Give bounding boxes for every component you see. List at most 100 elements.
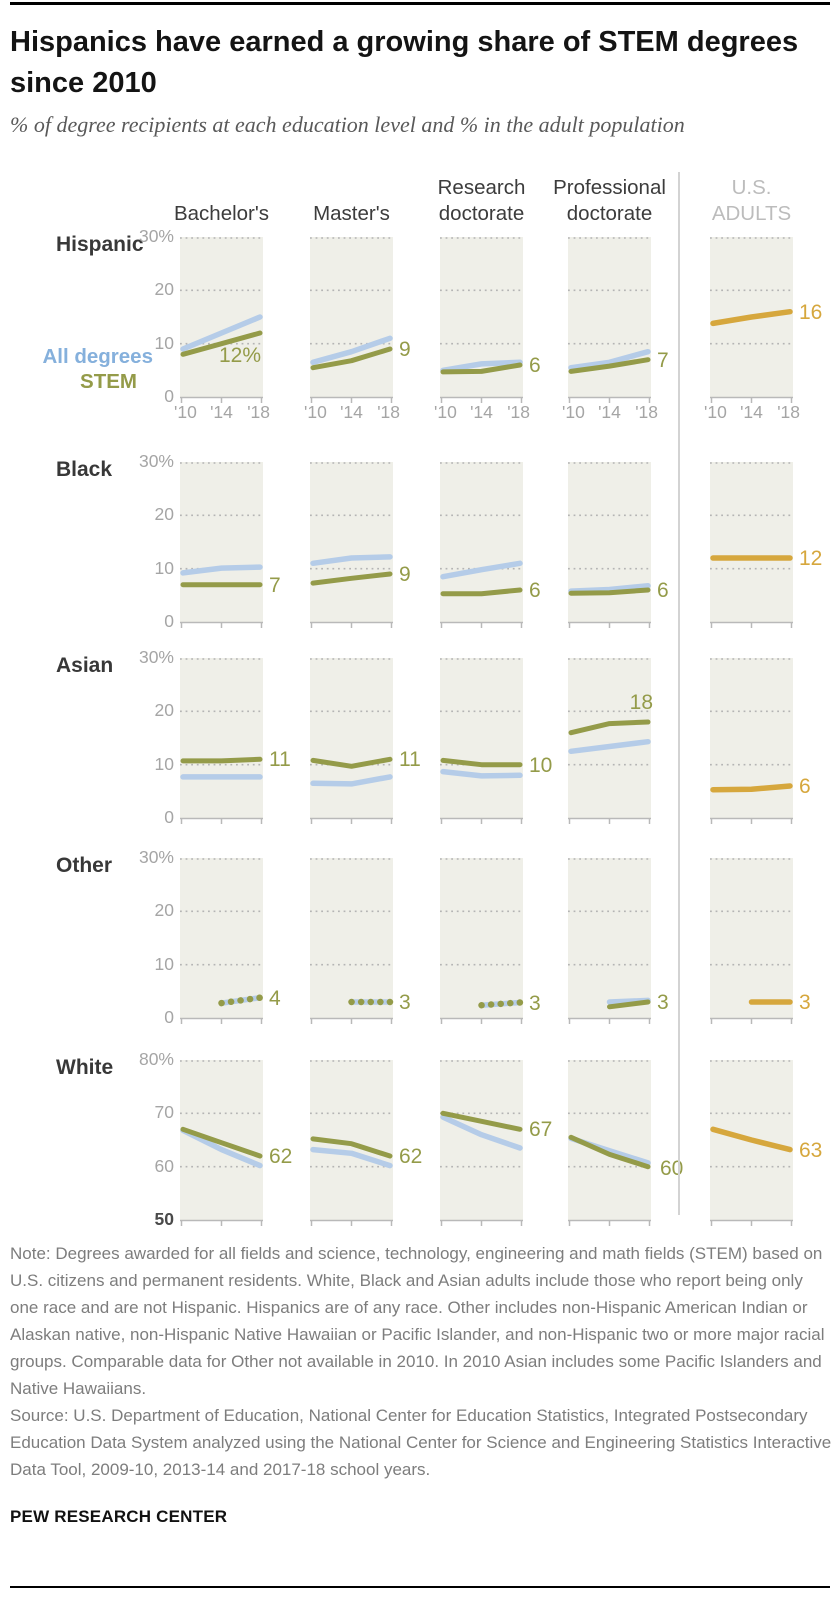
value-label: 3	[799, 991, 811, 1014]
mini-chart-masters: '10 '14 '18 9	[304, 237, 411, 421]
mini-chart-bachelors: 7	[180, 462, 281, 630]
y-axis: 30% 20 10 0	[10, 648, 180, 826]
y-axis-label: 20	[154, 504, 174, 525]
y-axis-label: 10	[154, 953, 174, 974]
column-header-line: U.S.	[731, 175, 772, 199]
x-axis-label: '18	[777, 402, 800, 422]
x-axis-label: '10	[434, 402, 457, 422]
mini-chart-svg	[710, 658, 793, 824]
mini-chart-professional_doctorate: 18	[568, 658, 653, 826]
mini-chart-svg	[180, 237, 263, 403]
mini-chart-svg	[710, 858, 793, 1024]
value-label: 6	[657, 579, 669, 602]
y-axis-label: 30%	[138, 226, 174, 246]
value-label: 9	[399, 563, 411, 586]
mini-chart-masters: 9	[310, 462, 411, 630]
row-label-hispanic: Hispanic	[56, 233, 144, 256]
value-label: 67	[529, 1118, 553, 1142]
chart-row-white: White 80% 70 60 50 62 62 67 60 63	[10, 1050, 830, 1228]
mini-chart-svg	[568, 858, 651, 1024]
mini-chart-svg	[710, 1060, 793, 1226]
value-label: 6	[799, 775, 811, 798]
mini-chart-professional_doctorate: '10 '14 '18 7	[562, 237, 669, 421]
mini-chart-professional_doctorate: 60	[568, 1060, 687, 1228]
mini-chart-us_adults: 12	[710, 462, 822, 630]
column-header-line: Master's	[313, 202, 390, 226]
y-axis-label: 10	[154, 332, 174, 353]
small-multiples-chart: Bachelor's Master's Research doctorate Profe…	[10, 150, 830, 1228]
x-axis-label: '14	[598, 402, 621, 422]
x-axis-label: '10	[304, 402, 327, 422]
source-text: Source: U.S. Department of Education, Na…	[10, 1406, 832, 1479]
mini-chart-svg	[310, 658, 393, 824]
chart-row-hispanic: Hispanic 30% 20 10 0 All degrees STEM '10 '14 '18…	[10, 227, 830, 421]
row-label-black: Black	[56, 458, 113, 481]
value-label: 11	[399, 748, 421, 772]
mini-chart-bachelors: 62	[180, 1060, 292, 1228]
x-axis-label: '18	[507, 402, 530, 422]
mini-chart-us_adults: 63	[710, 1060, 822, 1228]
column-header-us_adults: U.S. ADULTS	[710, 164, 793, 228]
value-label: 62	[399, 1145, 423, 1168]
mini-chart-svg	[440, 237, 523, 403]
mini-chart-svg	[440, 858, 524, 1024]
x-axis-label: '18	[377, 402, 400, 422]
mini-chart-us_adults: 6	[710, 658, 811, 826]
y-axis-label: 30%	[138, 451, 174, 471]
x-axis-label: '14	[740, 402, 763, 422]
y-axis: 80% 70 60 50	[10, 1050, 180, 1228]
chart-footer: Note: Degrees awarded for all fields and…	[10, 1240, 832, 1527]
mini-chart-svg	[440, 658, 523, 824]
mini-chart-masters: 62	[310, 1060, 422, 1228]
top-rule	[10, 2, 830, 5]
chart-title: Hispanics have earned a growing share of…	[10, 26, 799, 99]
value-label: 10	[529, 753, 553, 777]
value-label: 3	[399, 991, 411, 1014]
mini-chart-svg	[568, 1060, 651, 1226]
mini-chart-svg	[310, 462, 393, 628]
value-label: 7	[657, 348, 669, 372]
y-axis-label: 20	[154, 279, 174, 300]
column-header-line: doctorate	[566, 202, 653, 226]
x-axis-label: '10	[174, 402, 197, 422]
value-label: 60	[657, 1156, 687, 1180]
value-label: 12%	[218, 344, 261, 367]
y-axis-label: 80%	[138, 1049, 174, 1069]
y-axis-label: 60	[154, 1155, 174, 1176]
x-axis-label: '10	[562, 402, 585, 422]
note-text: Note: Degrees awarded for all fields and…	[10, 1244, 825, 1398]
mini-chart-research_doctorate: 10	[440, 658, 552, 826]
mini-chart-svg	[180, 462, 263, 628]
y-axis-label: 10	[154, 557, 174, 578]
mini-chart-svg	[568, 658, 651, 824]
mini-chart-masters: 3	[310, 858, 411, 1026]
y-axis-label: 20	[154, 700, 174, 721]
mini-chart-masters: 11	[310, 658, 421, 826]
x-axis-label: '18	[247, 402, 270, 422]
x-axis-label: '14	[210, 402, 233, 422]
mini-chart-svg	[440, 462, 523, 628]
column-header-research_doctorate: Research doctorate	[438, 164, 526, 228]
value-label: 7	[269, 573, 281, 597]
mini-chart-research_doctorate: 67	[440, 1060, 552, 1228]
chart-subtitle: % of degree recipients at each education…	[10, 112, 685, 137]
value-label: 3	[657, 991, 669, 1014]
y-axis-label: 0	[164, 386, 174, 406]
mini-chart-us_adults: 3	[710, 858, 811, 1026]
mini-chart-svg	[310, 1060, 393, 1226]
mini-chart-svg	[568, 237, 651, 403]
chart-row-black: Black 30% 20 10 0 7 9 6 6 12	[10, 452, 830, 631]
x-axis-label: '14	[340, 402, 363, 422]
legend-stem: STEM	[80, 370, 137, 393]
y-axis-label: 0	[164, 611, 174, 631]
column-header-line: doctorate	[438, 202, 525, 226]
value-label: 6	[529, 579, 541, 602]
y-axis: 30% 20 10 0 All degrees STEM	[10, 227, 180, 406]
mini-chart-professional_doctorate: 6	[568, 462, 669, 630]
mini-chart-svg	[180, 1060, 263, 1226]
mini-chart-research_doctorate: 3	[440, 858, 541, 1026]
y-axis: 30% 20 10 0	[10, 848, 180, 1026]
chart-row-asian: Asian 30% 20 10 0 11 11 10 18 6	[10, 648, 830, 826]
mini-chart-research_doctorate: 6	[440, 462, 541, 630]
